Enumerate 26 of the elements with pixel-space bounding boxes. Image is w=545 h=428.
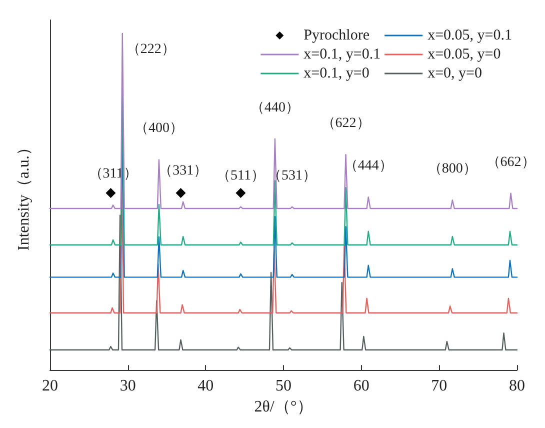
x-tick-label: 50 [276, 378, 292, 395]
annotation: （444） [344, 158, 393, 174]
x-tick-label: 80 [509, 378, 525, 395]
x-tick-label: 30 [120, 378, 136, 395]
legend-label: x=0, y=0 [428, 66, 482, 82]
x-tick-label: 40 [198, 378, 214, 395]
legend-label: Pyrochlore [304, 28, 370, 44]
annotation: （331） [158, 163, 208, 178]
annotation: （222） [126, 42, 176, 57]
x-tick-label: 20 [42, 378, 58, 395]
legend-label: x=0.1, y=0.1 [304, 46, 381, 62]
annotation: （311） [88, 166, 138, 182]
annotation: （662） [486, 154, 536, 170]
annotation: （800） [428, 162, 477, 177]
annotation: （440） [250, 100, 300, 116]
annotation: （511） [216, 168, 265, 184]
legend-label: x=0.05, y=0 [428, 46, 501, 62]
annotation: （531） [268, 168, 317, 184]
annotation: （622） [321, 116, 370, 132]
legend-label: x=0.05, y=0.1 [428, 28, 512, 44]
x-tick-label: 70 [431, 378, 448, 395]
y-axis-title: Intensity（a.u.） [16, 140, 32, 251]
x-tick-label: 60 [353, 378, 370, 395]
annotation: （400） [134, 121, 184, 136]
legend-label: x=0.1, y=0 [304, 66, 370, 82]
x-axis-title: 2θ/（°） [254, 398, 313, 416]
